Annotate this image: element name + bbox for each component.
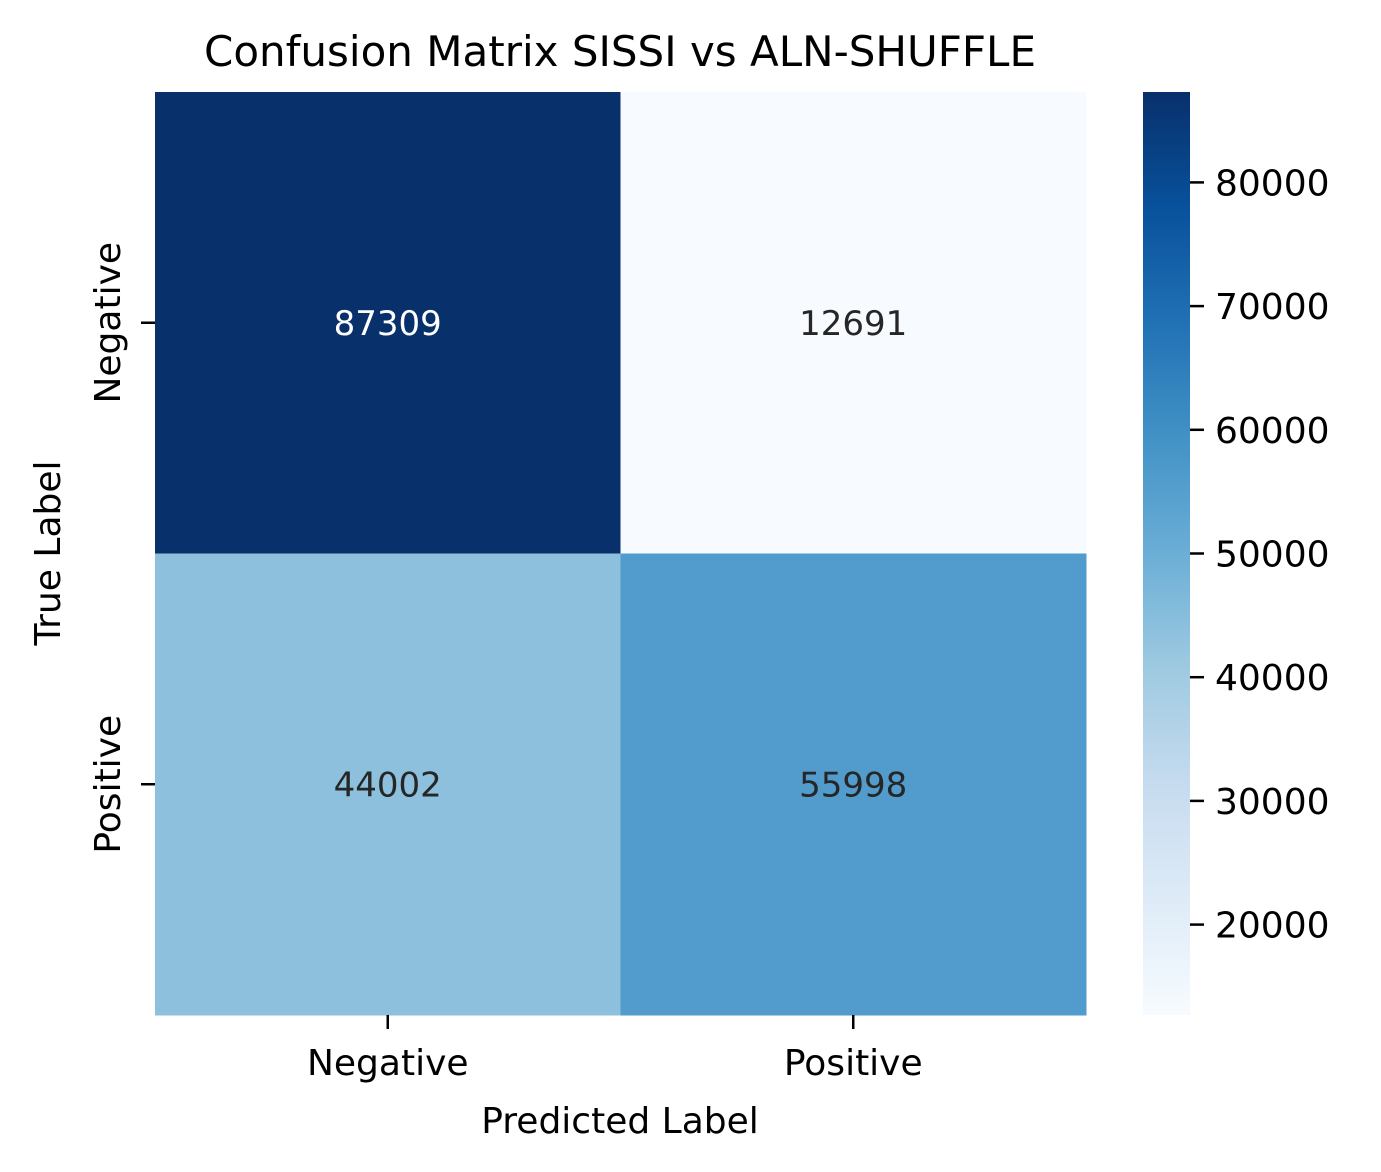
colorbar-tick-label: 20000 <box>1215 906 1330 947</box>
colorbar-tick-label: 80000 <box>1215 163 1330 204</box>
heatmap-cell <box>155 92 621 554</box>
y-axis: Negative Positive <box>88 242 155 854</box>
cell-value-labels: 87309 12691 44002 55998 <box>334 304 908 806</box>
y-axis-label: True Label <box>28 460 69 646</box>
colorbar-tick-label: 40000 <box>1215 658 1330 699</box>
cell-value-label: 87309 <box>334 304 442 344</box>
heatmap-cell <box>620 553 1087 1016</box>
colorbar-tick-label: 60000 <box>1215 411 1330 452</box>
colorbar-tick-label: 30000 <box>1215 782 1330 823</box>
colorbar-tick-label: 70000 <box>1215 287 1330 328</box>
y-tick-label: Positive <box>88 715 129 854</box>
x-axis: Negative Positive <box>307 1015 923 1084</box>
y-tick-label: Negative <box>88 242 129 404</box>
cell-value-label: 55998 <box>799 765 907 805</box>
heatmap-cell <box>155 553 621 1016</box>
colorbar <box>1143 92 1190 1015</box>
colorbar-tick-label: 50000 <box>1215 535 1330 576</box>
cell-value-label: 12691 <box>799 304 907 344</box>
heatmap-cells <box>155 92 1087 1016</box>
colorbar-ticks: 20000 30000 40000 50000 60000 70000 80000 <box>1190 163 1330 947</box>
cell-value-label: 44002 <box>334 765 442 805</box>
chart-title: Confusion Matrix SISSI vs ALN-SHUFFLE <box>204 27 1036 76</box>
x-tick-label: Positive <box>784 1043 923 1084</box>
x-axis-label: Predicted Label <box>481 1101 759 1142</box>
heatmap-cell <box>620 92 1087 554</box>
x-tick-label: Negative <box>307 1043 469 1084</box>
